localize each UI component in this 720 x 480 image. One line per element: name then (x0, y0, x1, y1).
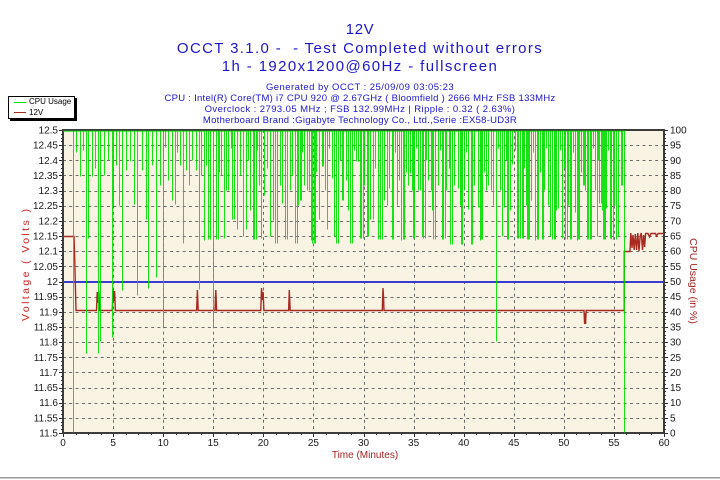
svg-text:11.7: 11.7 (39, 368, 58, 379)
svg-text:12.15: 12.15 (33, 232, 58, 243)
svg-text:15: 15 (670, 383, 682, 394)
svg-text:5: 5 (670, 413, 676, 424)
svg-text:75: 75 (670, 201, 682, 212)
svg-text:45: 45 (670, 292, 682, 303)
svg-text:12.5: 12.5 (39, 126, 59, 137)
svg-text:0: 0 (670, 429, 676, 440)
svg-text:100: 100 (670, 126, 687, 137)
svg-text:11.8: 11.8 (39, 338, 58, 349)
svg-text:11.65: 11.65 (34, 383, 59, 394)
svg-text:10: 10 (158, 438, 170, 449)
svg-text:12.3: 12.3 (39, 186, 59, 197)
svg-text:11.85: 11.85 (34, 322, 59, 333)
svg-text:70: 70 (670, 216, 682, 227)
svg-text:12.4: 12.4 (39, 156, 59, 167)
svg-text:12.35: 12.35 (33, 171, 58, 182)
svg-text:12.2: 12.2 (39, 216, 59, 227)
svg-text:20: 20 (258, 438, 270, 449)
svg-text:60: 60 (658, 438, 670, 449)
svg-text:85: 85 (670, 171, 682, 182)
svg-text:50: 50 (558, 438, 570, 449)
svg-text:55: 55 (608, 438, 620, 449)
svg-text:0: 0 (60, 438, 66, 449)
svg-text:35: 35 (670, 322, 682, 333)
svg-text:20: 20 (670, 368, 682, 379)
svg-text:5: 5 (110, 438, 116, 449)
svg-text:12.1: 12.1 (39, 247, 59, 258)
svg-text:95: 95 (670, 141, 682, 152)
svg-text:30: 30 (358, 438, 370, 449)
svg-text:11.55: 11.55 (34, 413, 59, 424)
svg-text:65: 65 (670, 232, 682, 243)
svg-text:11.5: 11.5 (39, 429, 58, 440)
svg-text:12.05: 12.05 (33, 262, 58, 273)
svg-text:11.6: 11.6 (39, 398, 58, 409)
svg-text:25: 25 (308, 438, 320, 449)
svg-text:11.95: 11.95 (34, 292, 59, 303)
svg-text:80: 80 (670, 186, 682, 197)
svg-text:12.25: 12.25 (33, 201, 58, 212)
svg-text:30: 30 (670, 338, 682, 349)
svg-text:10: 10 (670, 398, 682, 409)
svg-text:12.45: 12.45 (33, 141, 58, 152)
svg-text:55: 55 (670, 262, 682, 273)
svg-text:45: 45 (508, 438, 520, 449)
svg-text:25: 25 (670, 353, 682, 364)
svg-text:40: 40 (670, 307, 682, 318)
svg-text:15: 15 (208, 438, 220, 449)
svg-text:60: 60 (670, 247, 682, 258)
svg-text:35: 35 (408, 438, 420, 449)
svg-text:90: 90 (670, 156, 682, 167)
svg-text:12: 12 (47, 277, 59, 288)
svg-text:11.75: 11.75 (34, 353, 59, 364)
svg-text:40: 40 (458, 438, 470, 449)
svg-text:50: 50 (670, 277, 682, 288)
svg-text:11.9: 11.9 (39, 307, 58, 318)
